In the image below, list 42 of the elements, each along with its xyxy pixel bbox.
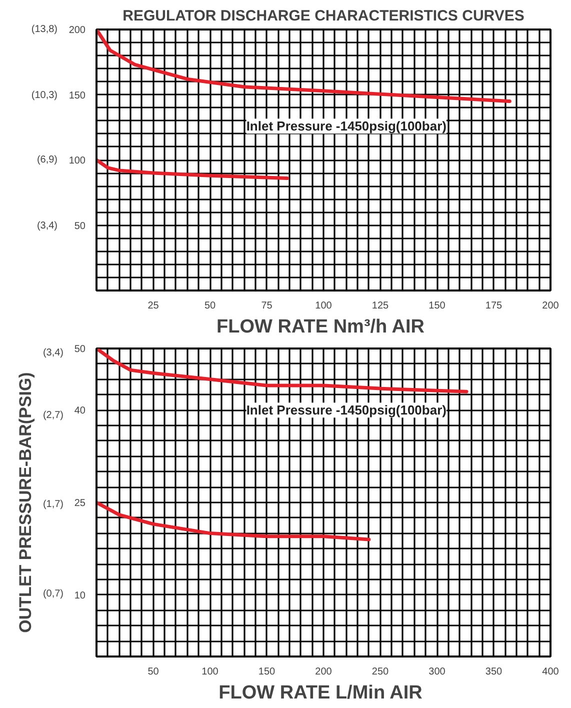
- x-tick-label: 350: [485, 666, 503, 678]
- x-tick-label: 300: [428, 666, 446, 678]
- line-series: [96, 500, 371, 542]
- x-axis-title: FLOW RATE Nm³/h AIR: [216, 316, 425, 338]
- chart-title: REGULATOR DISCHARGE CHARACTERISTICS CURVES: [122, 8, 524, 24]
- y-tick-label: 150: [68, 90, 86, 102]
- line-series: [96, 348, 468, 394]
- y-tick-label: 200: [68, 25, 86, 36]
- y2-tick-label: (10,3): [31, 90, 58, 102]
- y-tick-label: 50: [74, 344, 86, 355]
- x-tick-label: 125: [372, 300, 390, 312]
- x-tick-label: 100: [202, 666, 219, 678]
- x-tick-label: 250: [372, 666, 390, 678]
- y2-tick-label: (1,7): [42, 499, 64, 510]
- x-tick-label: 400: [542, 666, 560, 678]
- line-series: [96, 30, 512, 104]
- y2-tick-label: (2,7): [42, 410, 64, 421]
- y2-tick-label: (3,4): [42, 347, 64, 358]
- y-tick-label: 100: [68, 156, 86, 166]
- x-tick-label: 100: [315, 300, 332, 312]
- x-tick-label: 75: [261, 300, 273, 312]
- y2-tick-label: (6,9): [36, 154, 58, 166]
- x-tick-label: 175: [485, 300, 503, 312]
- y2-tick-label: (0,7): [42, 588, 64, 600]
- x-tick-label: 150: [428, 300, 446, 312]
- x-axis-title: FLOW RATE L/Min AIR: [218, 682, 423, 704]
- y2-axis-title: OUTLET PRESSURE-BAR(PSIG): [16, 372, 35, 633]
- annotation: Inlet Pressure -1450psig(100bar): [246, 402, 446, 418]
- y2-tick-label: (13,8): [31, 24, 58, 35]
- y2-tick-label: (3,4): [36, 220, 58, 232]
- y-tick-label: 10: [74, 590, 86, 602]
- y-tick-label: 25: [74, 498, 86, 509]
- y-tick-label: 50: [74, 220, 86, 232]
- x-tick-label: 50: [148, 666, 160, 678]
- x-tick-label: 200: [315, 666, 332, 678]
- line-series: [96, 158, 289, 180]
- annotation: Inlet Pressure -1450psig(100bar): [246, 118, 446, 134]
- x-tick-label: 150: [258, 666, 276, 678]
- x-tick-label: 50: [204, 300, 216, 312]
- y-tick-label: 40: [74, 406, 86, 417]
- x-tick-label: 25: [148, 300, 160, 312]
- x-tick-label: 200: [542, 300, 560, 312]
